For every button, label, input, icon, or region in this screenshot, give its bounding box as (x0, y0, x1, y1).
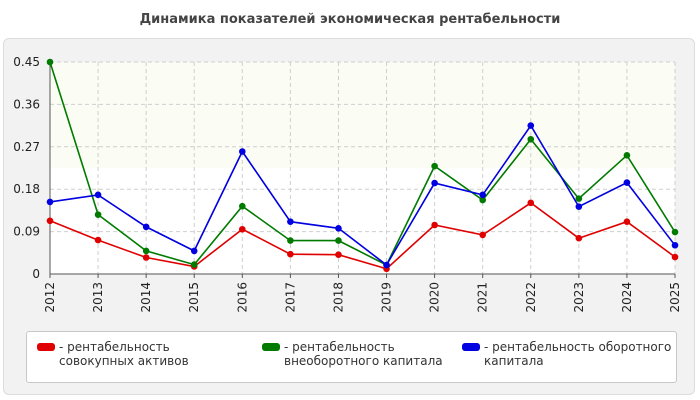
data-point-2 (479, 191, 486, 199)
data-point-2 (190, 247, 198, 255)
legend: - рентабельность совокупных активов - ре… (26, 331, 677, 383)
x-tick-label: 2014 (139, 282, 153, 313)
data-point-2 (623, 179, 631, 186)
data-point-1 (142, 247, 150, 255)
data-point-0 (46, 217, 54, 225)
legend-swatch-fixed-capital (262, 343, 280, 351)
data-point-0 (575, 234, 583, 242)
data-point-2 (287, 218, 294, 226)
y-tick-label: 0.09 (13, 225, 40, 239)
legend-label-fixed-capital: - рентабельность внеоборотного капитала (284, 340, 443, 368)
data-point-2 (527, 122, 535, 129)
x-tick-label: 2024 (620, 282, 634, 313)
x-tick-label: 2023 (572, 282, 586, 313)
data-point-2 (575, 203, 583, 210)
data-point-1 (623, 151, 631, 159)
x-tick-label: 2016 (235, 282, 249, 313)
x-tick-label: 2013 (91, 282, 105, 313)
x-tick-label: 2018 (331, 282, 345, 313)
plot-band (50, 62, 675, 168)
data-point-2 (335, 225, 342, 232)
chart-title: Динамика показателей экономическая рента… (139, 12, 561, 27)
y-tick-label: 0.18 (13, 182, 40, 196)
data-point-1 (431, 162, 438, 170)
y-tick-label: 0.45 (13, 55, 40, 69)
data-point-2 (46, 198, 54, 206)
legend-label-working-capital: - рентабельность оборотного капитала (484, 340, 672, 368)
data-point-0 (239, 225, 246, 233)
x-tick-label: 2025 (668, 282, 682, 313)
y-tick-label: 0 (32, 267, 40, 281)
data-point-2 (142, 223, 150, 231)
data-point-0 (335, 251, 342, 258)
data-point-1 (335, 237, 342, 244)
data-point-0 (527, 199, 535, 207)
data-point-1 (239, 202, 246, 210)
data-point-1 (479, 196, 486, 204)
data-point-1 (671, 228, 679, 236)
data-point-1 (94, 211, 102, 218)
data-point-0 (142, 254, 150, 261)
data-point-0 (671, 253, 679, 261)
x-tick-label: 2015 (187, 282, 201, 313)
data-point-0 (623, 218, 631, 226)
x-tick-label: 2021 (476, 282, 490, 313)
series-line-0 (49, 201, 676, 270)
series-line-2 (49, 124, 676, 267)
legend-label-assets: - рентабельность совокупных активов (59, 340, 189, 368)
x-tick-label: 2017 (283, 282, 297, 313)
data-point-1 (527, 135, 535, 143)
series-line-1 (49, 61, 676, 267)
data-point-2 (431, 179, 438, 187)
data-point-2 (94, 191, 102, 199)
data-point-2 (239, 148, 246, 155)
data-point-1 (287, 237, 294, 244)
data-point-0 (479, 231, 486, 239)
data-point-2 (383, 261, 390, 269)
y-tick-label: 0.27 (13, 140, 40, 154)
legend-swatch-assets (37, 343, 55, 351)
data-point-0 (287, 250, 294, 258)
data-point-2 (671, 241, 679, 249)
data-point-0 (94, 236, 102, 244)
y-tick-label: 0.36 (13, 97, 40, 111)
data-point-1 (575, 195, 583, 202)
legend-swatch-working-capital (462, 343, 480, 351)
data-point-0 (431, 221, 438, 229)
data-point-1 (46, 58, 54, 66)
data-point-1 (190, 261, 198, 268)
x-tick-label: 2022 (524, 282, 538, 313)
x-tick-label: 2012 (43, 282, 57, 313)
x-tick-label: 2019 (380, 282, 394, 313)
x-tick-label: 2020 (428, 282, 442, 313)
